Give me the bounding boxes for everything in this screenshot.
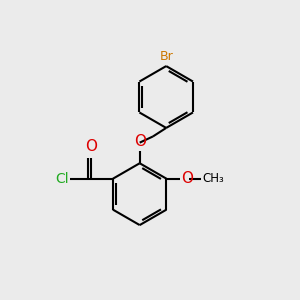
- Text: O: O: [134, 134, 146, 149]
- Text: CH₃: CH₃: [202, 172, 224, 185]
- Text: Cl: Cl: [55, 172, 69, 186]
- Text: O: O: [85, 139, 97, 154]
- Text: Br: Br: [159, 50, 173, 62]
- Text: O: O: [181, 171, 193, 186]
